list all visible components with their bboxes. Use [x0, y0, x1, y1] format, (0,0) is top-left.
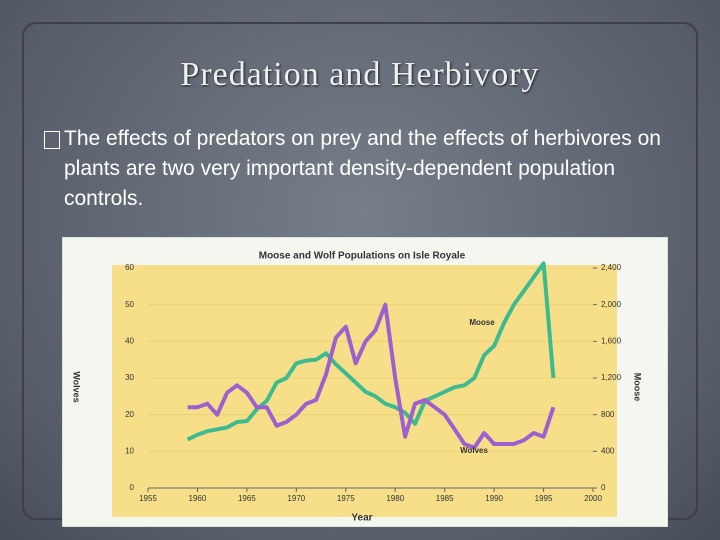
chart: Moose and Wolf Populations on Isle Royal…	[62, 237, 668, 527]
y-tick-label: 0	[130, 483, 135, 492]
x-tick-label: 1960	[189, 494, 207, 503]
x-tick-label: 1980	[386, 494, 404, 503]
y2-tick-label: 400	[601, 446, 615, 455]
y2-axis-label: Moose	[633, 373, 643, 402]
x-tick-label: 2000	[584, 494, 602, 503]
series-label: Moose	[469, 318, 495, 327]
y-tick-label: 50	[125, 300, 134, 309]
y-tick-label: 20	[125, 410, 134, 419]
y2-tick-label: 2,400	[601, 263, 622, 272]
series-line	[187, 302, 556, 450]
y-tick-label: 30	[125, 373, 134, 382]
y-tick-label: 40	[125, 336, 134, 345]
x-tick-label: 1975	[337, 494, 355, 503]
y-tick-label: 60	[125, 263, 134, 272]
chart-title: Moose and Wolf Populations on Isle Royal…	[259, 251, 466, 262]
series-line	[186, 261, 556, 442]
x-axis-label: Year	[351, 513, 372, 524]
y-axis-label: Wolves	[72, 371, 82, 402]
x-tick-label: 1995	[535, 494, 553, 503]
x-tick-label: 1965	[238, 494, 256, 503]
bullet-mark	[44, 131, 60, 149]
y2-tick-label: 2,000	[601, 300, 622, 309]
y2-tick-label: 0	[601, 483, 606, 492]
x-tick-label: 1970	[287, 494, 305, 503]
bullet-text: The effects of predators on prey and the…	[64, 127, 661, 210]
series-label: Wolves	[460, 446, 488, 455]
x-tick-label: 1990	[485, 494, 503, 503]
x-tick-label: 1955	[139, 494, 157, 503]
y-tick-label: 10	[125, 446, 134, 455]
y2-tick-label: 1,600	[601, 336, 622, 345]
y2-tick-label: 800	[601, 410, 615, 419]
slide-title: Predation and Herbivory	[180, 56, 540, 93]
x-tick-label: 1985	[436, 494, 454, 503]
y2-tick-label: 1,200	[601, 373, 622, 382]
